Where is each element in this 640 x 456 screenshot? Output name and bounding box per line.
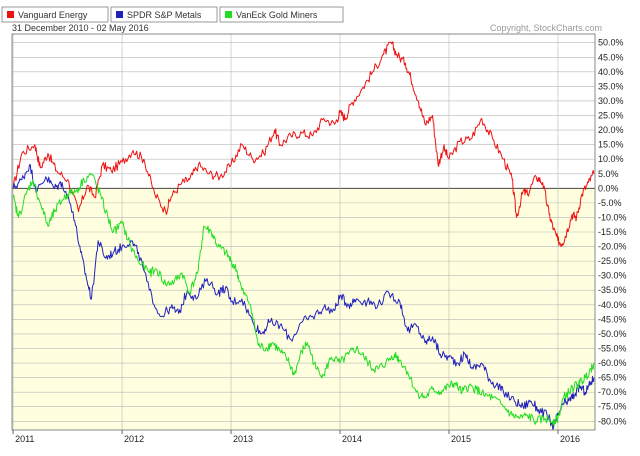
legend-item-box bbox=[219, 6, 344, 23]
x-tick-label: 2014 bbox=[342, 434, 362, 444]
x-axis: 2011 2012 2013 2014 2015 2016 bbox=[12, 430, 580, 444]
y-tick-label: 45.0% bbox=[598, 52, 624, 62]
legend-item[interactable]: SPDR S&P Metals bbox=[110, 6, 218, 23]
y-tick-label: 15.0% bbox=[598, 140, 624, 150]
y-tick-label: -55.0% bbox=[598, 343, 627, 353]
y-tick-label: -25.0% bbox=[598, 256, 627, 266]
date-range-label: 31 December 2010 - 02 May 2016 bbox=[12, 23, 149, 33]
y-tick-label: -50.0% bbox=[598, 329, 627, 339]
legend-label: VanEck Gold Miners bbox=[236, 10, 318, 20]
y-tick-label: -60.0% bbox=[598, 358, 627, 368]
legend-item[interactable]: VanEck Gold Miners bbox=[219, 6, 344, 23]
legend-item-box bbox=[1, 6, 109, 23]
series-line bbox=[12, 164, 595, 430]
series-line bbox=[12, 41, 595, 247]
y-tick-label: -35.0% bbox=[598, 285, 627, 295]
plot-area-negative bbox=[12, 188, 595, 430]
x-tick-label: 2011 bbox=[15, 434, 34, 444]
series-line bbox=[12, 172, 595, 426]
legend-label: Vanguard Energy bbox=[18, 10, 88, 20]
y-tick-label: -40.0% bbox=[598, 300, 627, 310]
x-tick-label: 2013 bbox=[233, 434, 253, 444]
y-tick-label: -30.0% bbox=[598, 271, 627, 281]
y-tick-label: -75.0% bbox=[598, 402, 627, 412]
copyright-label: Copyright, StockCharts.com bbox=[490, 23, 602, 33]
legend-label: SPDR S&P Metals bbox=[127, 10, 202, 20]
legend-swatch bbox=[116, 11, 123, 18]
y-tick-label: -80.0% bbox=[598, 416, 627, 426]
y-axis: 50.0% 45.0% 40.0% 35.0% 30.0% 25.0% 20.0% 15.0%… bbox=[598, 38, 627, 427]
y-tick-label: 20.0% bbox=[598, 125, 624, 135]
grid bbox=[12, 34, 595, 430]
y-tick-label: -15.0% bbox=[598, 227, 627, 237]
legend-swatch bbox=[7, 11, 14, 18]
y-tick-label: -20.0% bbox=[598, 242, 627, 252]
series-lines bbox=[12, 41, 595, 430]
y-tick-label: 40.0% bbox=[598, 67, 624, 77]
x-tick-label: 2016 bbox=[560, 434, 580, 444]
y-tick-label: -10.0% bbox=[598, 212, 627, 222]
y-tick-label: 25.0% bbox=[598, 111, 624, 121]
legend-item[interactable]: Vanguard Energy bbox=[1, 6, 109, 23]
plot-area-positive bbox=[12, 34, 595, 189]
legend-swatch bbox=[225, 11, 232, 18]
y-tick-label: 35.0% bbox=[598, 81, 624, 91]
plot-border bbox=[11, 33, 596, 431]
y-tick-label: 30.0% bbox=[598, 96, 624, 106]
legend-item-box bbox=[110, 6, 218, 23]
y-tick-label: -45.0% bbox=[598, 314, 627, 324]
y-tick-label: 10.0% bbox=[598, 154, 624, 164]
x-tick-label: 2012 bbox=[124, 434, 144, 444]
y-tick-label: 0.0% bbox=[598, 183, 619, 193]
y-tick-label: 50.0% bbox=[598, 38, 624, 48]
legend: Vanguard Energy SPDR S&P Metals VanEck Gol… bbox=[1, 6, 344, 23]
y-tick-label: -70.0% bbox=[598, 387, 627, 397]
y-tick-label: -5.0% bbox=[598, 198, 622, 208]
y-tick-label: -65.0% bbox=[598, 373, 627, 383]
x-tick-label: 2015 bbox=[451, 434, 471, 444]
y-tick-label: 5.0% bbox=[598, 169, 619, 179]
